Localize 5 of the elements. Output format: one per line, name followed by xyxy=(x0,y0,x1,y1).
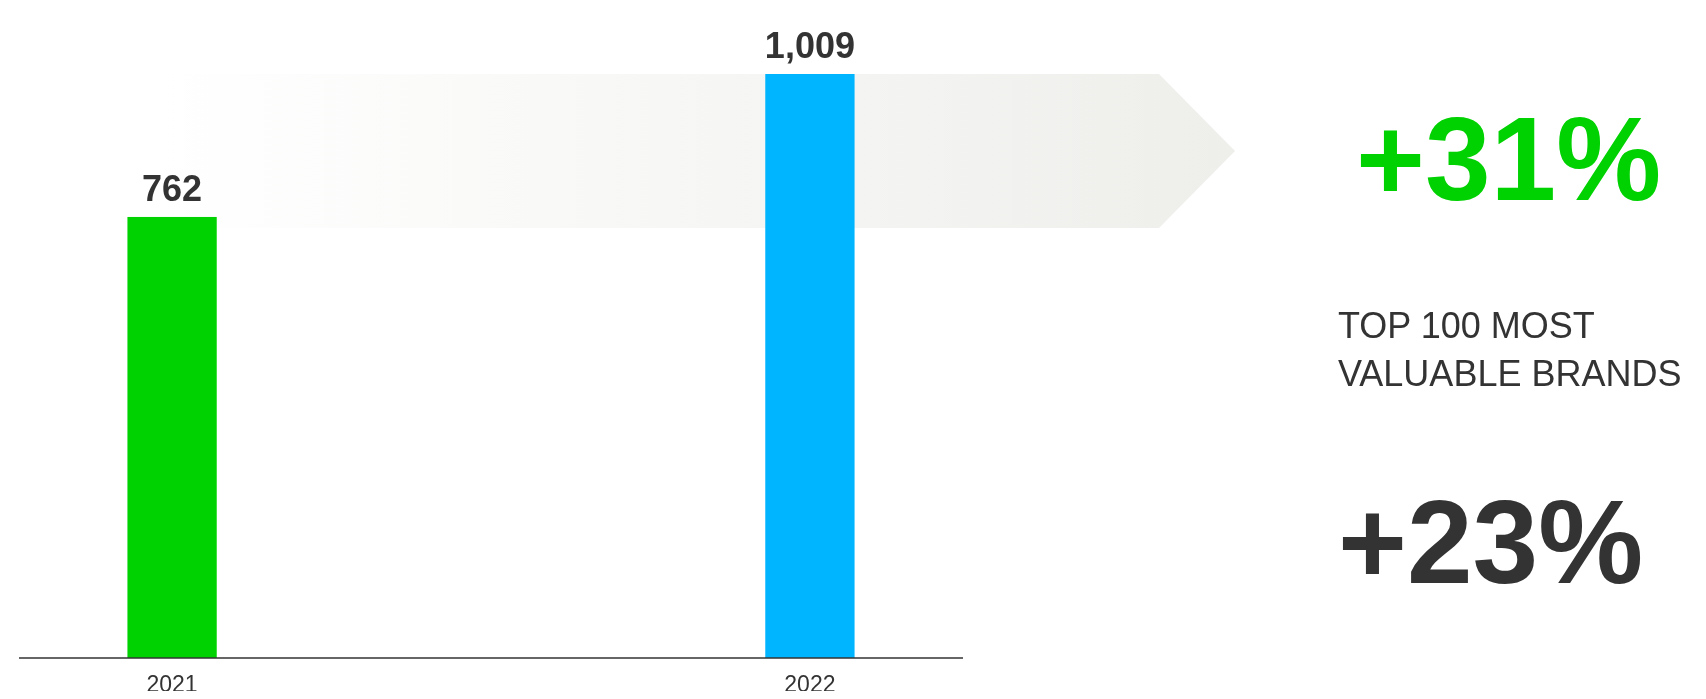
text: +31% xyxy=(1356,93,1662,225)
data-label: 1,009 xyxy=(764,25,855,66)
data-label: 762 xyxy=(142,167,203,209)
text: TOP 100 MOST VALUABLE BRANDS xyxy=(1338,305,1682,394)
text: +23% xyxy=(1338,476,1644,608)
